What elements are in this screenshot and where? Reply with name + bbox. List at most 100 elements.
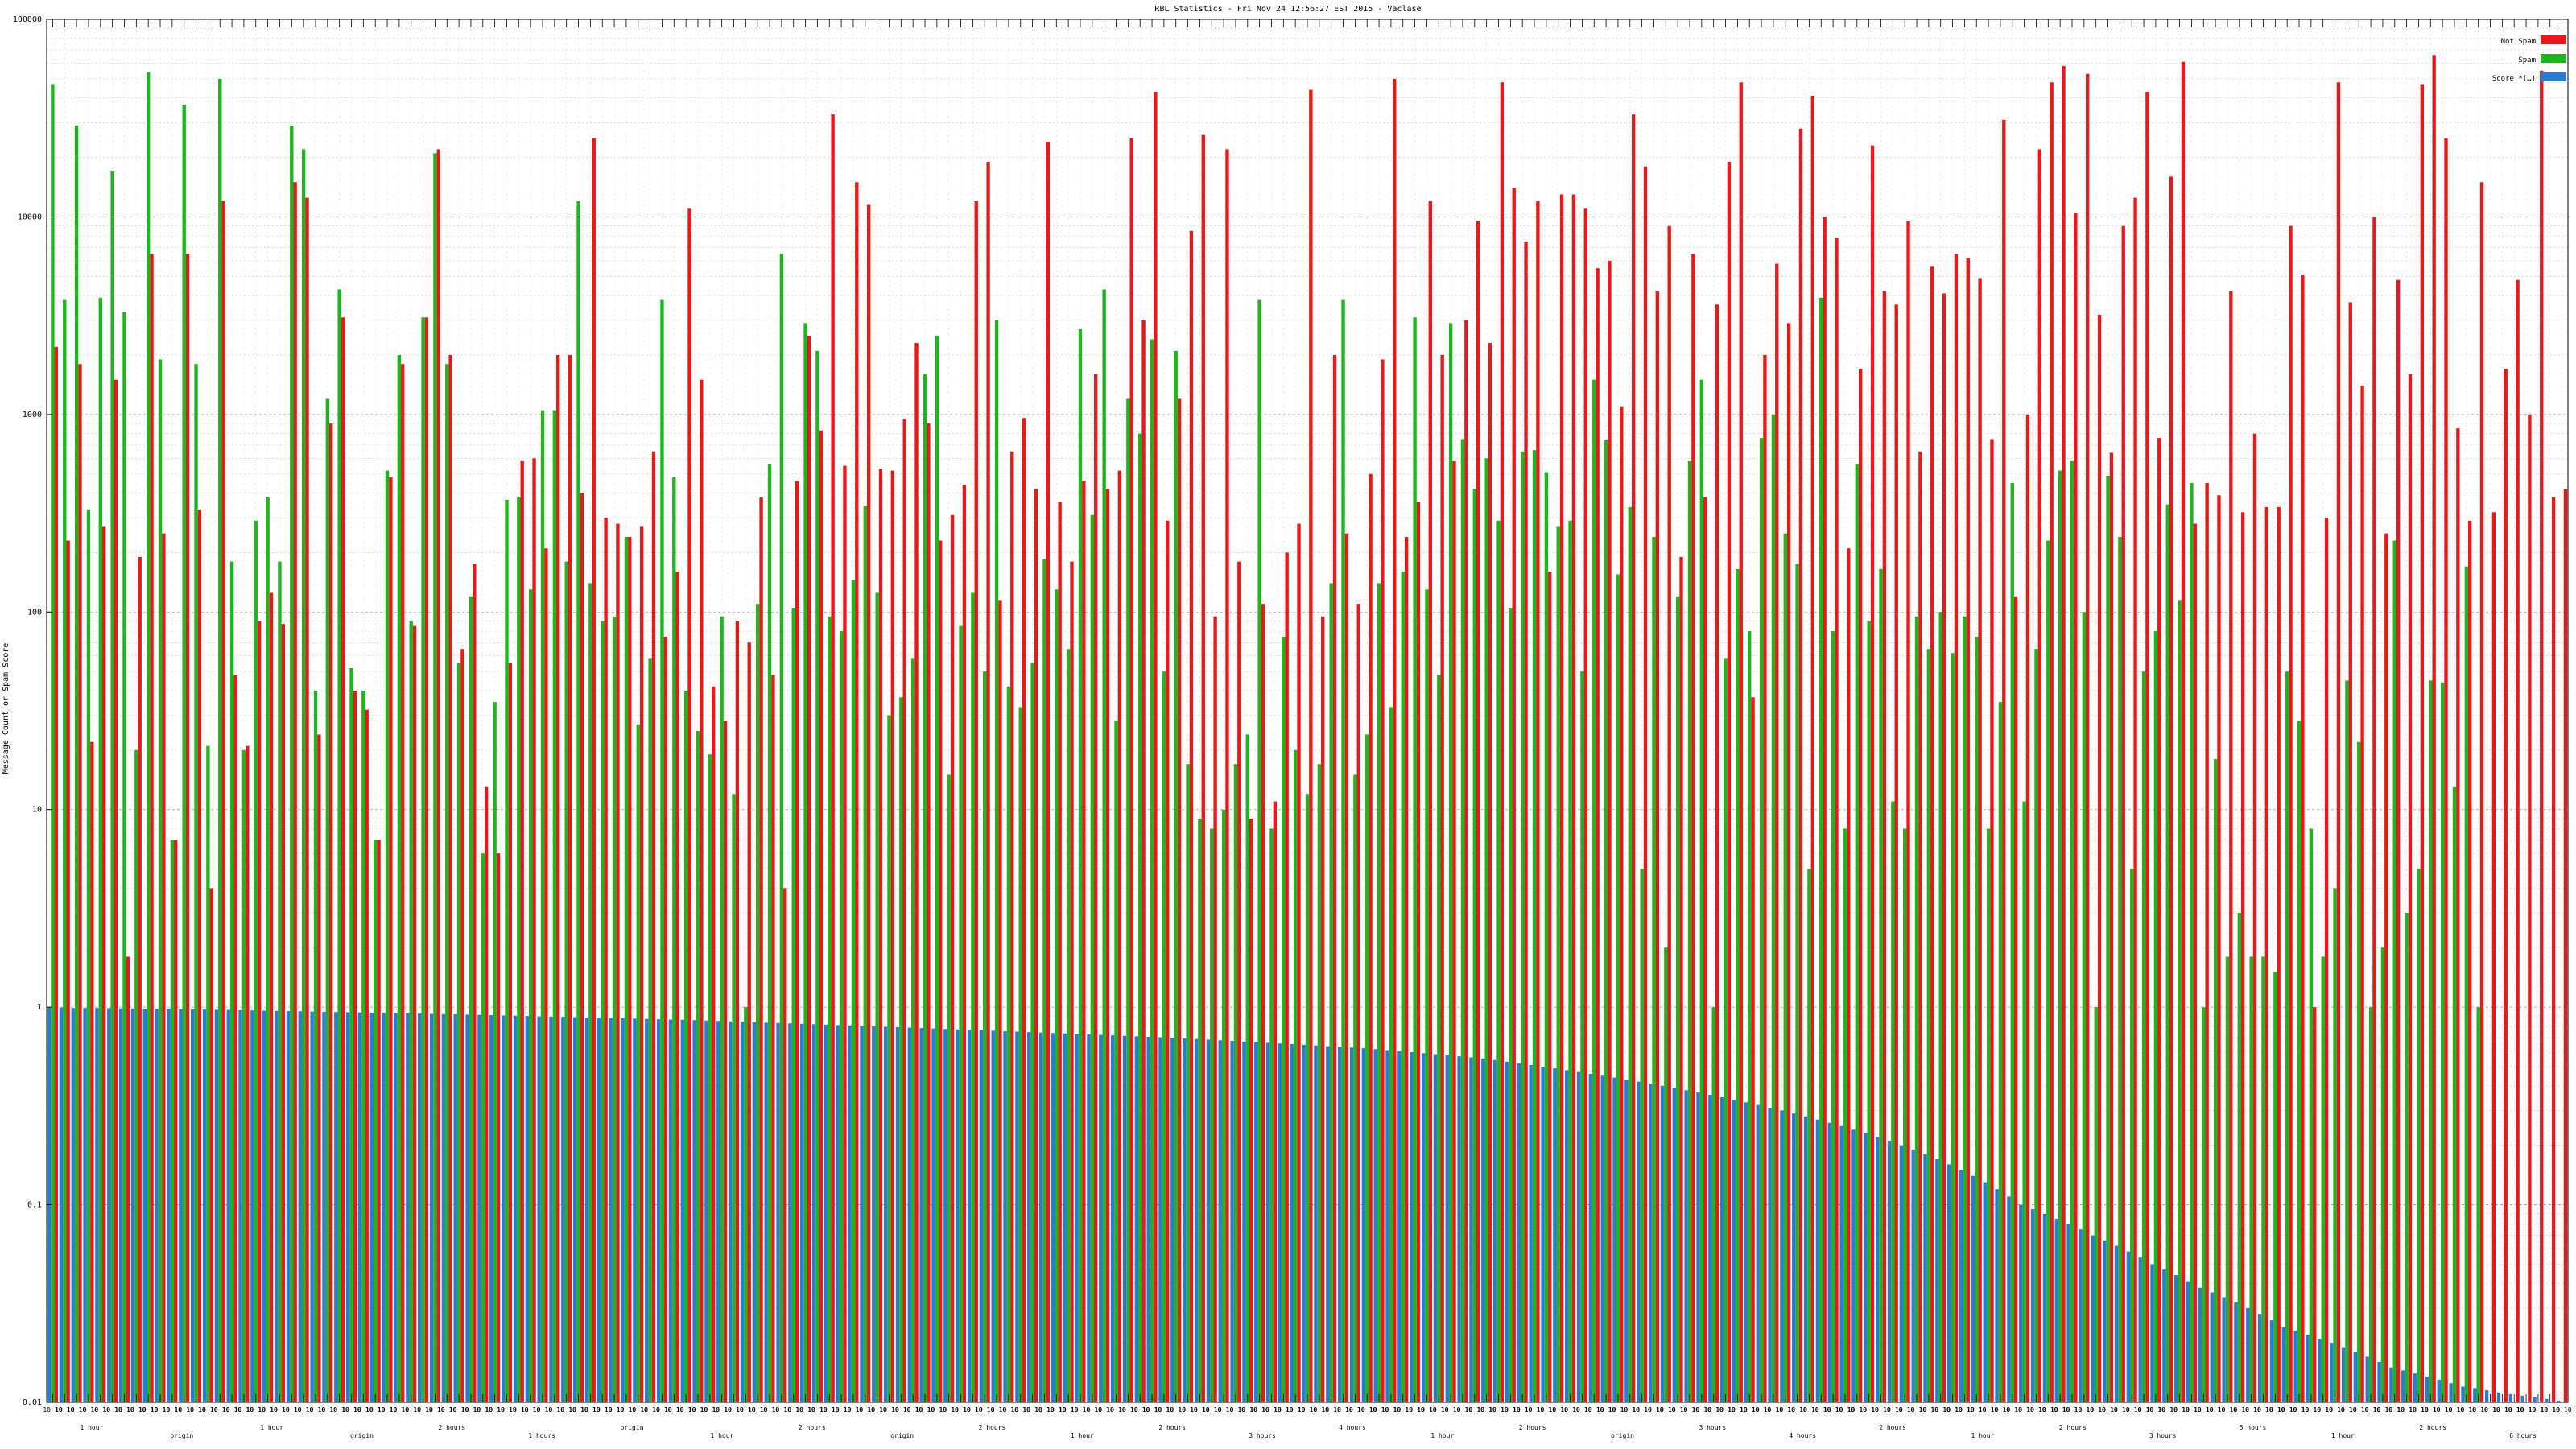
not-spam-bar [1763, 354, 1767, 1402]
category-label: 10 10 [2158, 1406, 2178, 1414]
score-bar [2389, 1367, 2393, 1402]
category-label: 10 10 [1465, 1406, 1484, 1414]
category-label: 10 10 [414, 1406, 433, 1414]
score-bar [860, 1026, 864, 1402]
category-label: 10 10 [1046, 1406, 1066, 1414]
spam-bar [1198, 818, 1202, 1402]
not-spam-bar [365, 709, 369, 1402]
score-bar [680, 1019, 684, 1402]
score-bar [382, 1013, 386, 1402]
not-spam-bar [1034, 489, 1038, 1402]
spam-bar [349, 667, 353, 1402]
spam-bar [2392, 540, 2396, 1403]
score-bar [2306, 1334, 2310, 1402]
category-label: 10 10 [365, 1406, 385, 1414]
score-bar [2114, 1245, 2119, 1402]
not-spam-bar [1620, 406, 1624, 1402]
not-spam-bar [580, 493, 584, 1403]
score-bar [645, 1018, 649, 1402]
category-label: 10 10 [676, 1406, 696, 1414]
category-sublabel: 1 hour [2331, 1432, 2355, 1439]
spam-bar [828, 616, 832, 1402]
spam-bar [2333, 888, 2337, 1402]
legend-label: Score *(…) [2492, 75, 2536, 83]
spam-bar [2106, 475, 2110, 1403]
score-bar [453, 1014, 457, 1402]
category-label: 10 10 [641, 1406, 660, 1414]
not-spam-bar [1344, 533, 1349, 1402]
category-label: 10 10 [1513, 1406, 1532, 1414]
category-label: 10 10 [341, 1406, 361, 1414]
not-spam-bar [448, 354, 452, 1402]
not-spam-bar [1440, 354, 1444, 1402]
score-bar [1637, 1081, 1641, 1402]
category-sublabel: origin [350, 1432, 374, 1439]
not-spam-bar [2205, 482, 2209, 1402]
score-bar [609, 1018, 613, 1402]
score-bar [525, 1016, 529, 1402]
score-bar [394, 1013, 398, 1402]
not-spam-bar [1010, 451, 1014, 1402]
score-bar [1146, 1036, 1150, 1402]
spam-bar [552, 410, 557, 1402]
spam-bar [1831, 631, 1835, 1402]
category-label: 10 10 [2242, 1406, 2261, 1414]
category-label: 10 10 [1179, 1406, 1198, 1414]
spam-bar [1724, 658, 1728, 1402]
score-bar [1660, 1085, 1665, 1402]
score-bar [572, 1017, 577, 1402]
score-bar [824, 1024, 828, 1402]
score-bar [2293, 1331, 2297, 1402]
category-label: 10 10 [282, 1406, 301, 1414]
not-spam-bar [890, 470, 895, 1402]
category-label: 10 10 [1584, 1406, 1604, 1414]
spam-bar [158, 359, 163, 1402]
spam-bar [791, 608, 795, 1402]
category-sublabel: 4 hours [1339, 1424, 1366, 1431]
spam-bar [1902, 828, 1907, 1402]
category-label: 10 10 [1226, 1406, 1245, 1414]
spam-bar [767, 464, 772, 1403]
category-label: 10 10 [353, 1406, 373, 1414]
score-bar [1744, 1102, 1748, 1402]
not-spam-bar [2408, 374, 2413, 1402]
category-label: 10 10 [2373, 1406, 2392, 1414]
not-spam-bar [1093, 374, 1098, 1402]
score-bar [1983, 1182, 1987, 1402]
not-spam-bar [2528, 414, 2532, 1402]
score-bar [2496, 1392, 2501, 1402]
score-bar [130, 1008, 135, 1402]
spam-bar [1353, 774, 1357, 1402]
not-spam-bar [556, 354, 560, 1402]
score-bar [1481, 1058, 1485, 1402]
score-bar [1732, 1100, 1736, 1402]
score-bar [190, 1009, 195, 1402]
spam-bar [397, 354, 402, 1402]
category-label: 10 10 [1381, 1406, 1401, 1414]
not-spam-bar [2360, 385, 2364, 1402]
not-spam-bar [675, 572, 679, 1402]
category-label: 10 10 [55, 1406, 74, 1414]
not-spam-bar [1739, 82, 1743, 1402]
category-label: 10 10 [963, 1406, 982, 1414]
score-bar [1756, 1104, 1760, 1402]
score-bar [1708, 1095, 1712, 1402]
not-spam-bar [747, 642, 751, 1402]
not-spam-bar [950, 514, 955, 1402]
category-label: 10 10 [951, 1406, 970, 1414]
not-spam-bar [329, 423, 333, 1402]
spam-bar [601, 621, 605, 1402]
score-bar [1218, 1040, 1222, 1402]
not-spam-bar [1213, 616, 1217, 1402]
not-spam-bar [496, 853, 501, 1402]
spam-bar [1628, 506, 1632, 1402]
category-label: 10 10 [91, 1406, 110, 1414]
spam-bar [696, 731, 700, 1402]
category-label: 10 10 [1991, 1406, 2010, 1414]
spam-bar [74, 125, 79, 1403]
category-label: 10 10 [1322, 1406, 1341, 1414]
category-label: 10 10 [1429, 1406, 1448, 1414]
score-bar [441, 1013, 446, 1402]
not-spam-bar [878, 469, 883, 1402]
not-spam-bar [1488, 343, 1492, 1402]
